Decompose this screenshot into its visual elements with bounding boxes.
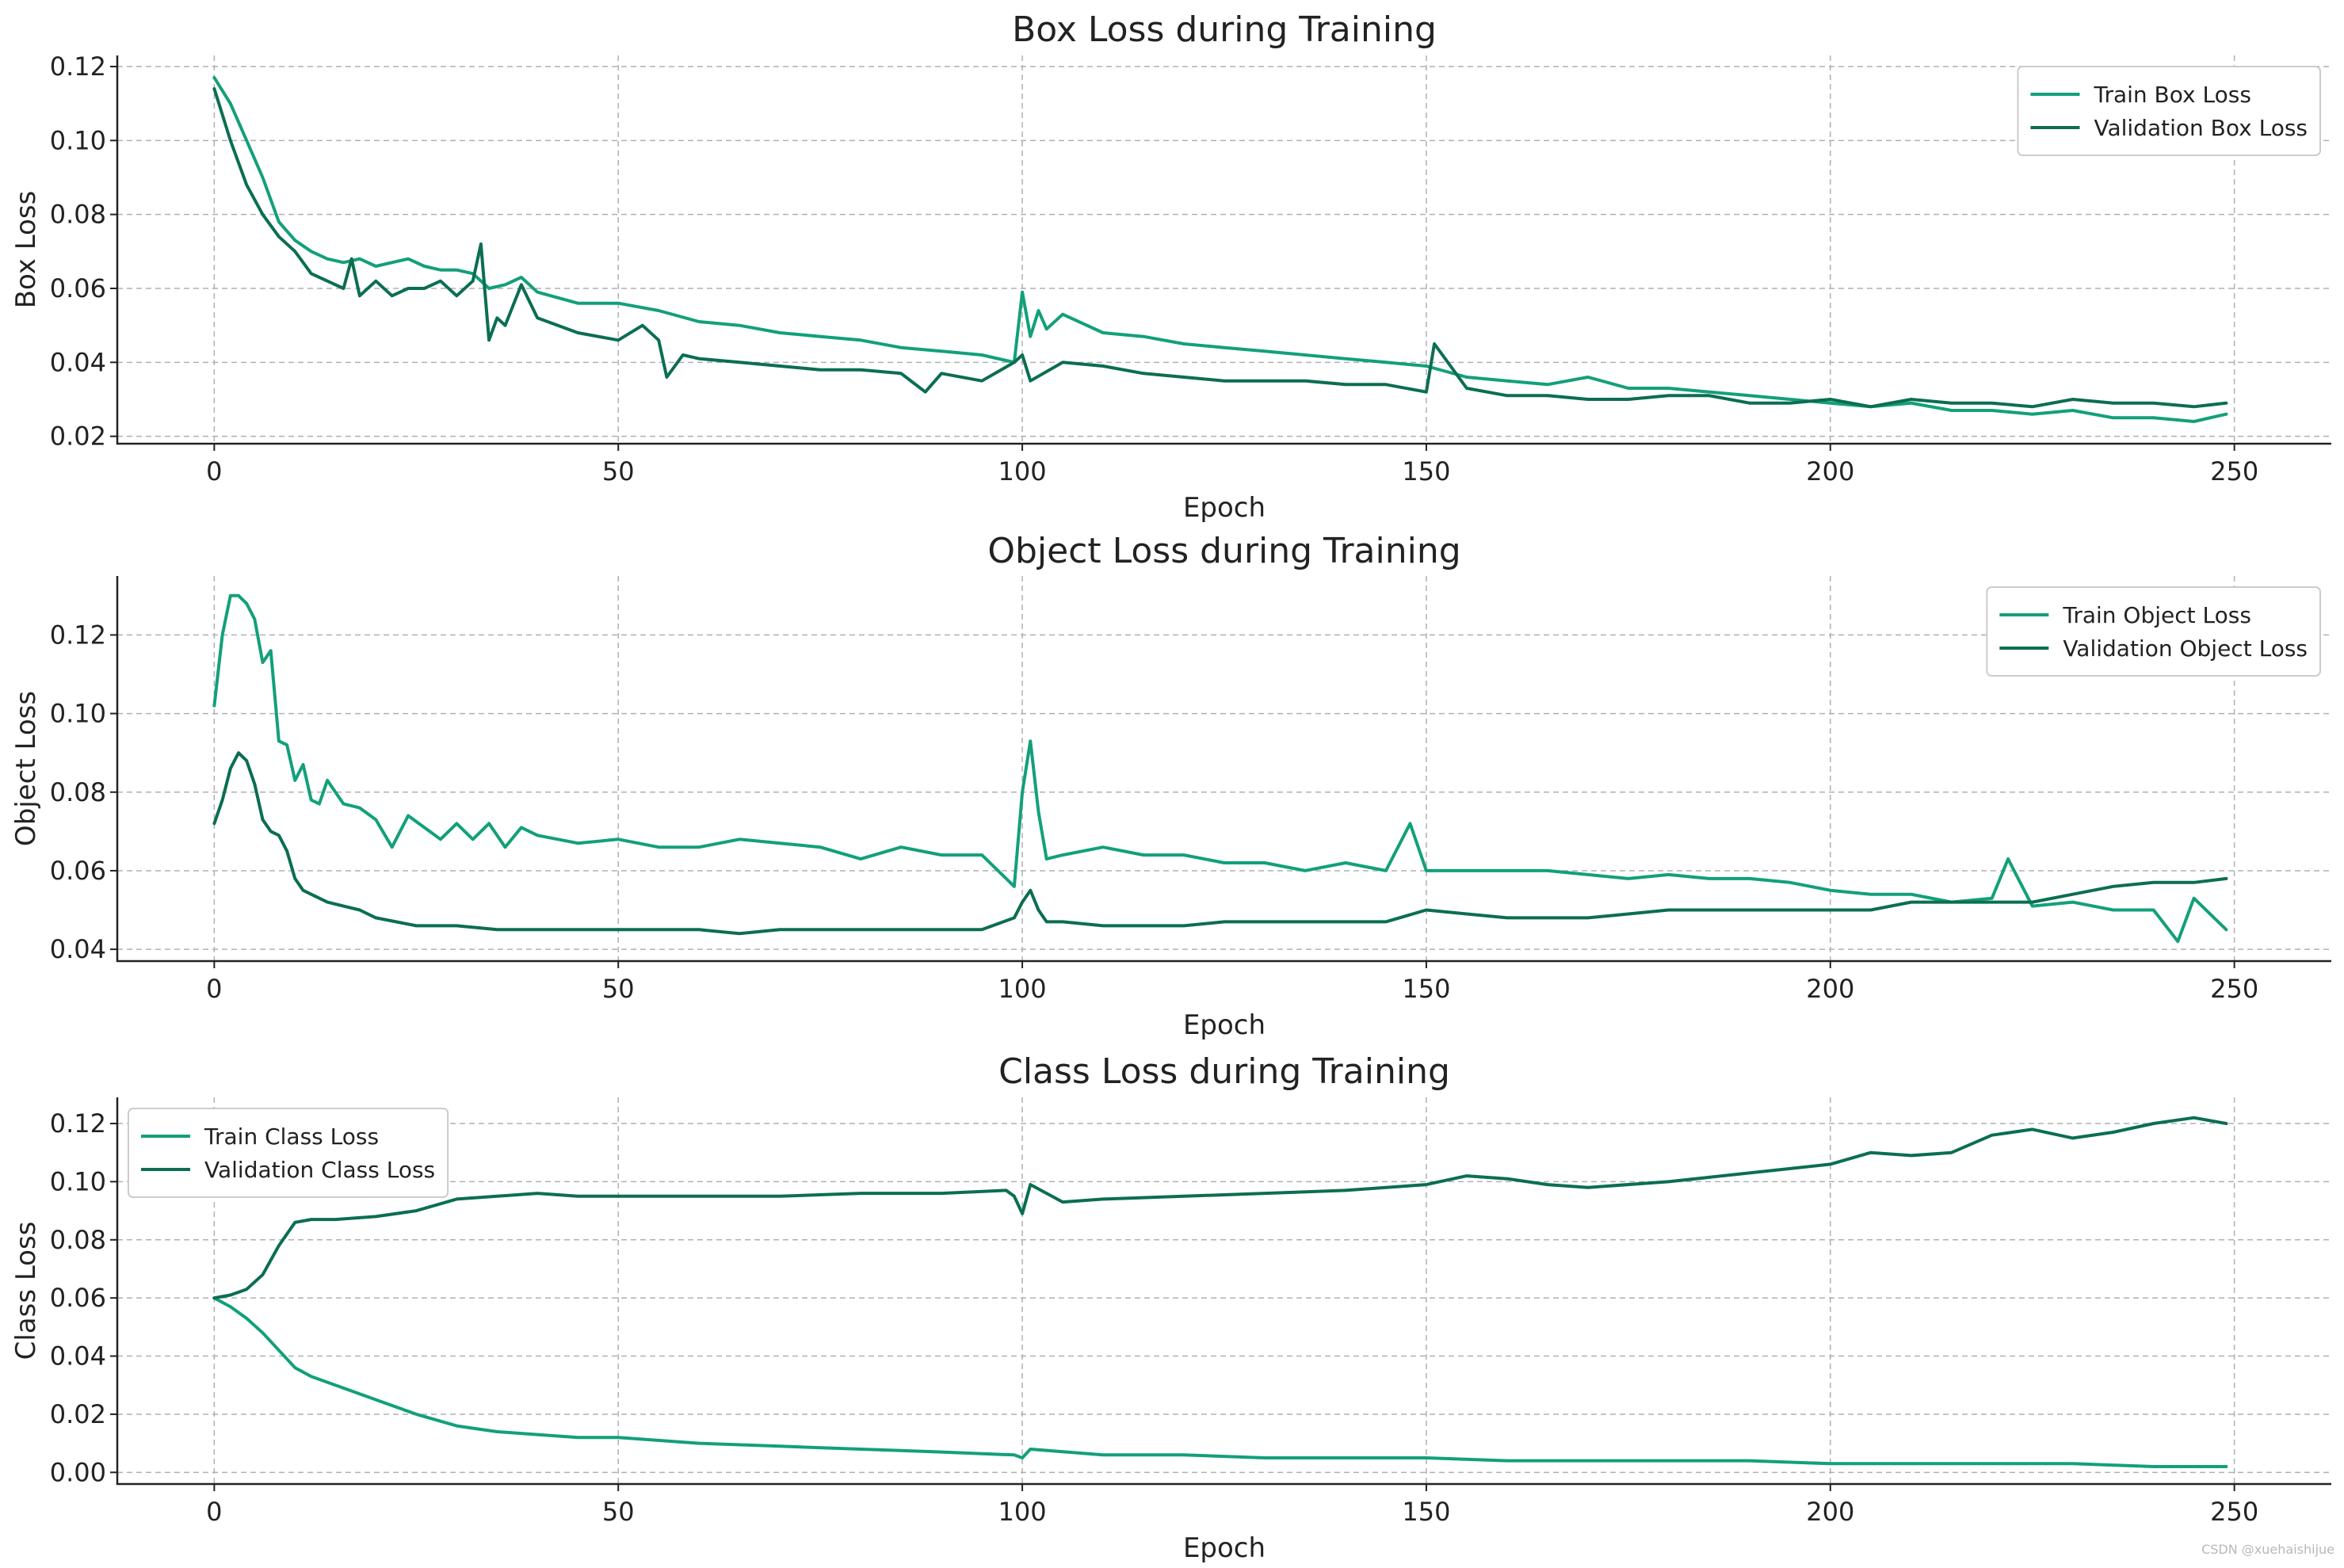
- x-axis-label: Epoch: [1183, 1009, 1266, 1041]
- chart-panel-3: 0 50 100 150 200 250 0.00 0.02 0.04 0.06 0.08 0.10 0…: [10, 1051, 2331, 1564]
- legend-frame: [128, 1108, 449, 1198]
- legend-label-validation: Validation Box Loss: [2094, 115, 2308, 141]
- legend-label-train: Train Box Loss: [2093, 82, 2250, 108]
- legend: Train Class Loss Validation Class Loss: [128, 1108, 449, 1198]
- y-tick-label: 0.08: [50, 1225, 106, 1255]
- series-line-train: [212, 1296, 2228, 1468]
- x-tick-label: 250: [2210, 1497, 2258, 1527]
- x-tick-label: 100: [998, 974, 1047, 1004]
- x-axis-label: Epoch: [1183, 1532, 1266, 1564]
- y-tick-label: 0.06: [50, 273, 106, 303]
- series-line-train: [212, 593, 2228, 944]
- series-line-validation: [212, 87, 2228, 409]
- legend-label-train: Train Class Loss: [204, 1124, 379, 1150]
- x-tick-label: 250: [2210, 974, 2258, 1004]
- y-tick-label: 0.12: [50, 620, 106, 650]
- x-tick-label: 150: [1402, 974, 1450, 1004]
- x-tick-label: 250: [2210, 456, 2258, 486]
- y-tick-label: 0.10: [50, 125, 106, 155]
- legend-frame: [1986, 586, 2321, 677]
- y-tick-label: 0.10: [50, 699, 106, 729]
- x-tick-label: 150: [1402, 1497, 1450, 1527]
- y-tick-label: 0.02: [50, 1399, 106, 1429]
- watermark-text: CSDN @xuehaishijue: [2201, 1542, 2334, 1557]
- chart-panel-1: 0 50 100 150 200 250 0.02 0.04 0.06 0.08 0.10 0.12 B…: [10, 10, 2331, 524]
- y-tick-label: 0.08: [50, 200, 106, 230]
- chart-title: Box Loss during Training: [1012, 10, 1437, 50]
- legend-label-validation: Validation Object Loss: [2063, 635, 2308, 662]
- y-tick-label: 0.10: [50, 1166, 106, 1196]
- x-tick-label: 200: [1806, 456, 1854, 486]
- chart-panel-2: 0 50 100 150 200 250 0.04 0.06 0.08 0.10 0.12 Objec…: [10, 531, 2331, 1041]
- series-line-train: [212, 76, 2228, 423]
- y-tick-label: 0.04: [50, 1341, 106, 1372]
- y-axis-label: Object Loss: [10, 691, 42, 846]
- y-tick-label: 0.12: [50, 1108, 106, 1139]
- y-tick-label: 0.00: [50, 1457, 106, 1487]
- x-tick-label: 50: [602, 1497, 635, 1527]
- series-line-validation: [212, 751, 2228, 936]
- y-tick-label: 0.02: [50, 422, 106, 452]
- axes-spine: [116, 1097, 2331, 1486]
- legend: Train Box Loss Validation Box Loss: [2017, 66, 2321, 156]
- legend-label-train: Train Object Loss: [2062, 602, 2251, 628]
- x-tick-label: 50: [602, 456, 635, 486]
- x-tick-label: 0: [206, 1497, 222, 1527]
- y-axis-label: Box Loss: [10, 191, 42, 309]
- x-tick-label: 200: [1806, 974, 1854, 1004]
- x-tick-label: 0: [206, 974, 222, 1004]
- legend-frame: [2017, 66, 2321, 156]
- x-tick-label: 100: [998, 456, 1047, 486]
- chart-title: Class Loss during Training: [998, 1051, 1450, 1092]
- x-tick-label: 100: [998, 1497, 1047, 1527]
- x-tick-label: 0: [206, 456, 222, 486]
- y-tick-label: 0.04: [50, 347, 106, 377]
- series-line-validation: [212, 1116, 2228, 1300]
- axes-spine: [116, 576, 2331, 963]
- x-tick-label: 150: [1402, 456, 1450, 486]
- legend-label-validation: Validation Class Loss: [204, 1157, 435, 1183]
- y-tick-label: 0.12: [50, 52, 106, 82]
- chart-title: Object Loss during Training: [987, 531, 1460, 571]
- axes-spine: [116, 55, 2331, 445]
- y-tick-label: 0.06: [50, 856, 106, 886]
- y-axis-label: Class Loss: [10, 1222, 42, 1360]
- legend: Train Object Loss Validation Object Loss: [1986, 586, 2321, 677]
- y-tick-label: 0.06: [50, 1283, 106, 1313]
- x-axis-label: Epoch: [1183, 492, 1266, 524]
- y-tick-label: 0.08: [50, 777, 106, 807]
- y-tick-label: 0.04: [50, 934, 106, 964]
- x-tick-label: 50: [602, 974, 635, 1004]
- x-tick-label: 200: [1806, 1497, 1854, 1527]
